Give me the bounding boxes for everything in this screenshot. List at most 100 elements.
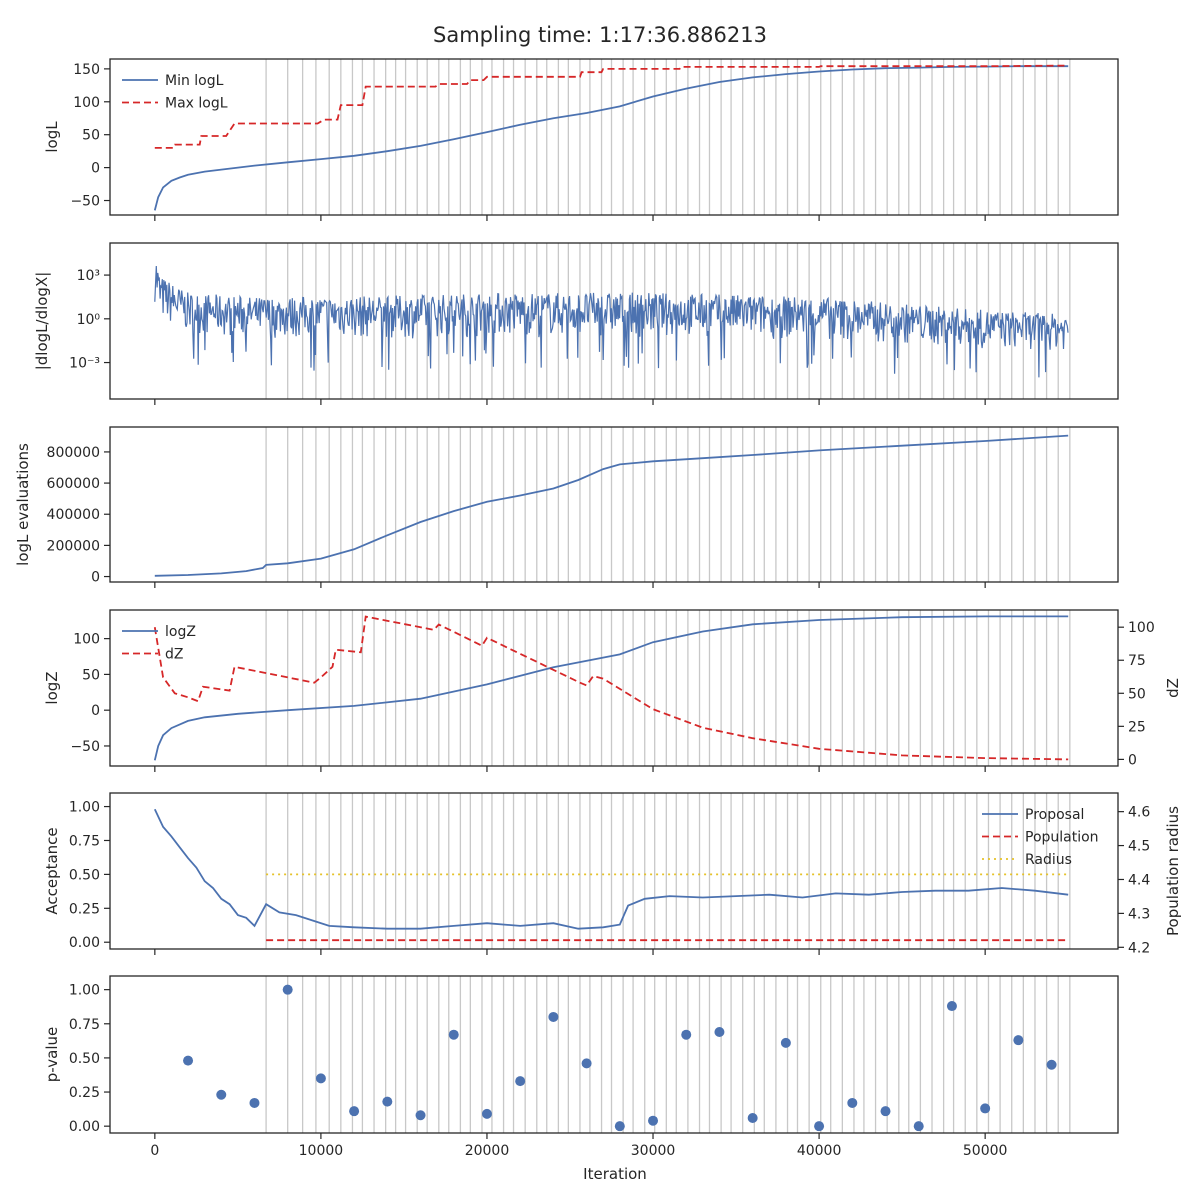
x-tick-label: 40000 — [797, 1143, 842, 1159]
y2-axis-label: dZ — [1164, 678, 1182, 698]
p-value-point — [880, 1106, 891, 1117]
legend-label: dZ — [165, 647, 183, 663]
p-value-point — [814, 1121, 825, 1132]
p-value-point — [980, 1103, 991, 1114]
p-value-point — [548, 1011, 559, 1022]
p-value-point — [382, 1096, 393, 1107]
p-value-point — [315, 1073, 326, 1084]
p-value-point — [249, 1097, 260, 1108]
p-value-point — [714, 1026, 725, 1037]
y-tick-label: 200000 — [47, 538, 100, 554]
p-value-point — [349, 1106, 360, 1117]
legend-label: Radius — [1025, 852, 1072, 868]
series-line — [154, 64, 1069, 149]
y-tick-label: 0.00 — [69, 1119, 100, 1135]
y-axis-label: logL evaluations — [14, 443, 32, 566]
plot-frame — [109, 242, 1119, 400]
x-axis-label: Iteration — [583, 1165, 647, 1183]
y-tick-label: 1.00 — [69, 983, 100, 999]
x-tick-label: 0 — [150, 1143, 159, 1159]
plot-frame — [109, 426, 1119, 583]
p-value-point — [216, 1089, 227, 1100]
p-value-point — [1046, 1059, 1057, 1070]
series-line — [153, 615, 1069, 761]
plot-frame — [109, 975, 1119, 1134]
p-value-point — [648, 1115, 659, 1126]
x-tick-label: 10000 — [299, 1143, 344, 1159]
y-tick-label: −50 — [70, 194, 100, 210]
y-tick-label: −50 — [70, 739, 100, 755]
y2-axis-label: Population radius — [1164, 806, 1182, 936]
p-value-point — [1013, 1035, 1024, 1046]
y-tick-label: 100 — [73, 632, 100, 648]
y2-tick-label: 25 — [1128, 719, 1146, 735]
y-tick-label: 10⁰ — [77, 312, 101, 328]
plot-frame — [109, 58, 1119, 216]
legend-label: Max logL — [165, 96, 228, 112]
x-tick-label: 50000 — [963, 1143, 1008, 1159]
panel-2: 10³ 10⁰ 10⁻³ |dlogL/dlogX| — [33, 242, 1119, 405]
y-axis-label: Acceptance — [43, 827, 61, 914]
p-value-point — [481, 1108, 492, 1119]
y2-tick-label: 4.3 — [1128, 906, 1150, 922]
y-tick-label: 50 — [82, 667, 100, 683]
p-value-point — [847, 1097, 858, 1108]
y-tick-label: 0 — [91, 570, 100, 586]
p-value-point — [183, 1055, 194, 1066]
plot-frame — [109, 792, 1119, 950]
legend-label: Min logL — [165, 73, 224, 89]
p-value-point — [614, 1121, 625, 1132]
y-tick-label: 0.75 — [69, 1017, 100, 1033]
y-tick-label: 800000 — [47, 445, 100, 461]
legend-label: Proposal — [1025, 807, 1084, 823]
y2-tick-label: 0 — [1128, 752, 1137, 768]
y-tick-label: 10⁻³ — [69, 356, 100, 372]
y-tick-label: 0.50 — [69, 1051, 100, 1067]
y2-tick-label: 50 — [1128, 686, 1146, 702]
p-value-point — [681, 1029, 692, 1040]
y-tick-label: 400000 — [47, 507, 100, 523]
panel-3: 0 200000 400000 600000 800000 logL evaluation… — [14, 426, 1119, 588]
y-tick-label: 0.25 — [69, 1085, 100, 1101]
y-axis-label: p-value — [43, 1027, 61, 1083]
y-axis-label: logL — [43, 121, 61, 153]
y-tick-label: 0.50 — [69, 867, 100, 883]
y-tick-label: 0.00 — [69, 935, 100, 951]
figure-title: Sampling time: 1:17:36.886213 — [433, 23, 767, 47]
y2-tick-label: 4.2 — [1128, 940, 1150, 956]
p-value-point — [448, 1029, 459, 1040]
panel-6: 0.00 0.25 0.50 0.75 1.00 0 10000 20000 30000 4000… — [43, 975, 1119, 1159]
p-value-point — [780, 1037, 791, 1048]
y-tick-label: 600000 — [47, 476, 100, 492]
y-tick-label: 0 — [91, 161, 100, 177]
p-value-point — [913, 1121, 924, 1132]
x-tick-label: 20000 — [465, 1143, 510, 1159]
y-tick-label: 0.25 — [69, 901, 100, 917]
series-line — [153, 65, 1069, 211]
series-line — [153, 808, 1069, 930]
p-value-point — [747, 1112, 758, 1123]
panel-5: 0.00 0.25 0.50 0.75 1.00 4.2 4.3 4.4 4.5 4.6 Popul… — [43, 792, 1182, 956]
y2-tick-label: 4.4 — [1128, 872, 1150, 888]
series-line — [154, 265, 1069, 378]
legend-label: Population — [1025, 830, 1099, 846]
y2-tick-label: 4.6 — [1128, 805, 1150, 821]
y-tick-label: 0.75 — [69, 833, 100, 849]
panel-1: −50 0 50 100 150 logL Min logL Max logL — [43, 58, 1119, 221]
y2-tick-label: 4.5 — [1128, 839, 1150, 855]
y-tick-label: 100 — [73, 95, 100, 111]
y-axis-label: |dlogL/dlogX| — [33, 272, 51, 371]
p-value-point — [581, 1058, 592, 1069]
series-line — [153, 615, 1069, 761]
y-tick-label: 150 — [73, 62, 100, 78]
legend-label: logZ — [165, 624, 196, 640]
y-tick-label: 50 — [82, 128, 100, 144]
series-line — [154, 434, 1069, 577]
y2-tick-label: 75 — [1128, 653, 1146, 669]
x-tick-label: 30000 — [631, 1143, 676, 1159]
p-value-point — [515, 1076, 526, 1087]
p-value-point — [282, 984, 293, 995]
y-tick-label: 10³ — [77, 268, 100, 284]
